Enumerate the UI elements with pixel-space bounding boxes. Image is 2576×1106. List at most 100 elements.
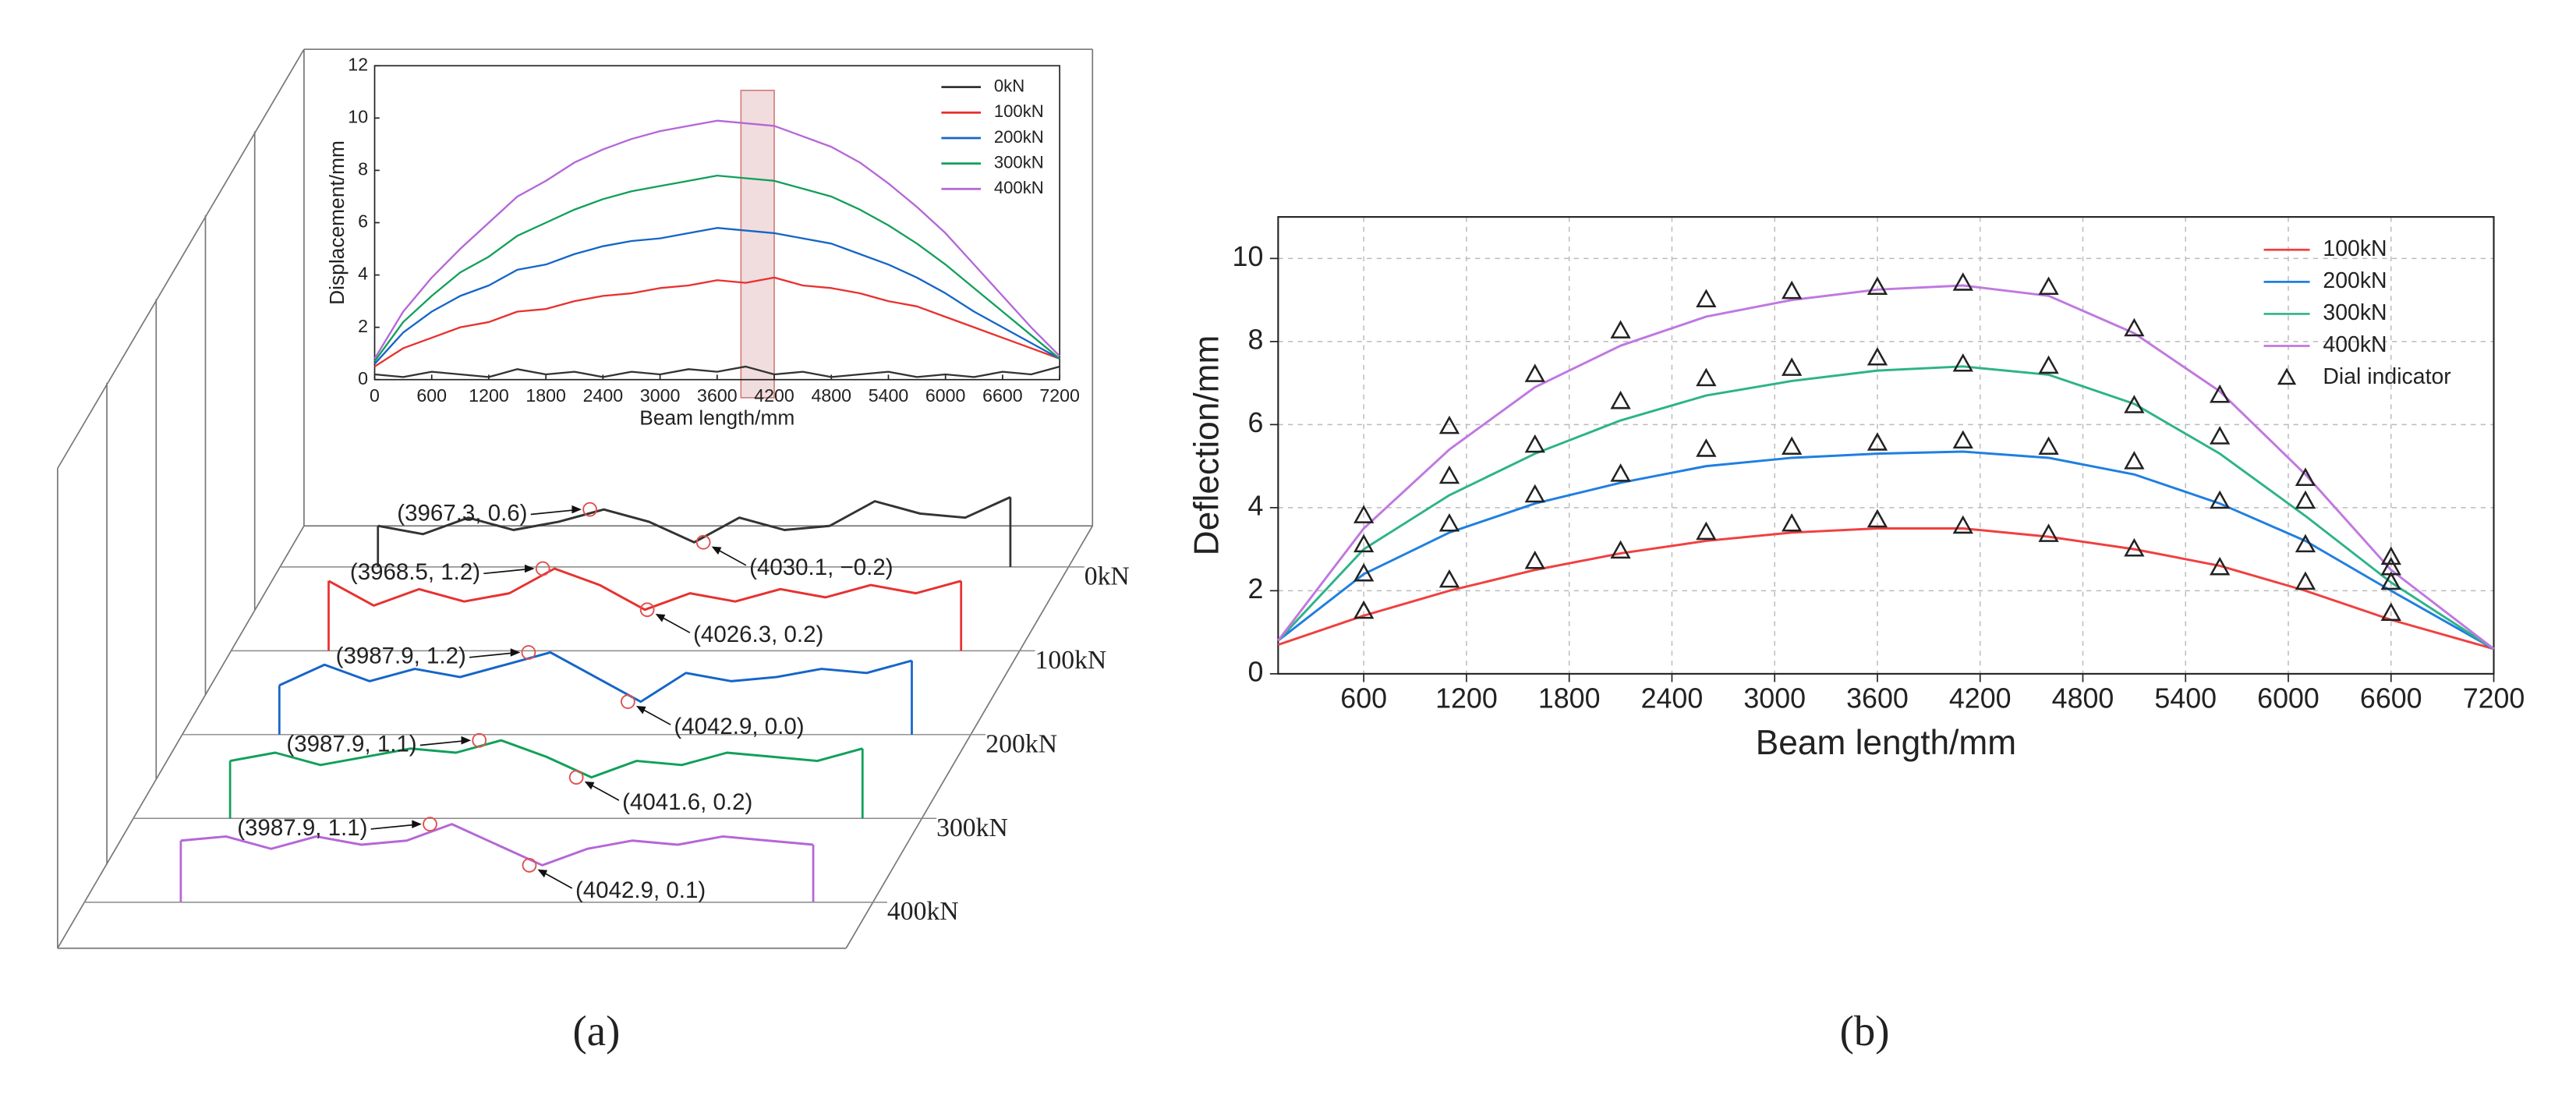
legend-label: Dial indicator <box>2323 364 2450 389</box>
dial-marker <box>2380 602 2401 622</box>
legend-label: 400kN <box>2323 332 2387 357</box>
dial-marker <box>1952 430 1973 449</box>
y-tick-label: 0 <box>358 368 368 388</box>
dial-marker <box>1610 463 1631 482</box>
y-tick-label: 10 <box>1233 241 1264 272</box>
x-tick-label: 6600 <box>2360 682 2422 714</box>
y-axis-label: Displacement/mm <box>325 140 349 305</box>
layer-label: 200kN <box>985 729 1057 758</box>
dial-marker <box>2038 436 2059 456</box>
dial-marker <box>2038 523 2059 542</box>
y-tick-label: 6 <box>1247 407 1263 438</box>
spacer <box>0 0 2 2</box>
y-tick-label: 10 <box>348 106 368 126</box>
series-line <box>373 227 1060 365</box>
arrow-head <box>584 781 595 790</box>
legend-label: 200kN <box>994 127 1044 147</box>
annotation-label: (3987.9, 1.1) <box>286 731 416 757</box>
x-axis-label: Beam length/mm <box>639 406 794 430</box>
dial-marker <box>2380 571 2401 590</box>
zoom-window <box>740 90 775 399</box>
dial-marker <box>1353 505 1375 523</box>
x-tick-label: 3000 <box>640 385 681 406</box>
series-line <box>373 174 1060 362</box>
annotation-point <box>621 694 635 710</box>
arrow-head <box>510 648 521 657</box>
layer-label: 300kN <box>936 814 1008 842</box>
x-tick-label: 7200 <box>1039 385 1080 406</box>
x-tick-label: 4200 <box>754 385 794 406</box>
caption: (a) <box>573 1007 621 1055</box>
x-tick-label: 6600 <box>982 385 1023 406</box>
dial-marker <box>1438 512 1460 532</box>
x-tick-label: 4200 <box>1949 682 2012 714</box>
annotation-point <box>568 770 584 785</box>
x-tick-label: 5400 <box>2154 682 2217 714</box>
legend-label: 100kN <box>2323 236 2387 261</box>
dial-marker <box>1696 521 1717 541</box>
annotation-point <box>472 732 487 748</box>
dial-marker <box>2124 317 2145 337</box>
y-tick-label: 2 <box>1247 573 1263 604</box>
dial-marker <box>2124 537 2145 557</box>
profile-line <box>229 739 863 779</box>
profile-line <box>180 823 814 867</box>
dial-marker <box>1867 276 1888 296</box>
dial-marker <box>1781 357 1803 376</box>
dial-marker <box>1353 600 1375 619</box>
dial-marker <box>1610 320 1631 339</box>
waterfall-frame <box>57 48 1094 949</box>
legend-label: 400kN <box>994 178 1044 197</box>
dial-marker <box>1610 540 1631 559</box>
y-tick-label: 12 <box>348 54 368 74</box>
dial-marker <box>2124 451 2145 470</box>
annotation-label: (3967.3, 0.6) <box>397 500 527 526</box>
series-line <box>374 365 1060 378</box>
dial-marker <box>1952 272 1973 291</box>
profile-line <box>278 650 912 704</box>
x-tick-label: 1200 <box>469 385 509 406</box>
x-tick-label: 3000 <box>1743 682 1806 714</box>
y-tick-label: 4 <box>358 264 368 284</box>
y-tick-label: 8 <box>358 159 368 179</box>
annotation-point <box>535 561 550 576</box>
x-tick-label: 3600 <box>1846 682 1909 714</box>
dial-marker <box>1696 367 1717 387</box>
dial-marker <box>1867 509 1888 528</box>
x-tick-label: 1800 <box>525 385 566 406</box>
dial-marker <box>1524 550 1545 569</box>
legend-label: 300kN <box>994 152 1044 172</box>
arrow-head <box>524 564 535 573</box>
plot-frame <box>1277 216 2495 675</box>
dial-marker <box>2295 490 2316 509</box>
layer-label: 400kN <box>887 897 959 926</box>
series-line <box>1277 450 2495 650</box>
annotation-label: (4042.9, 0.0) <box>674 714 804 739</box>
y-tick-label: 6 <box>358 211 368 232</box>
y-tick-label: 4 <box>1247 490 1263 521</box>
series-line <box>1277 527 2494 650</box>
dial-marker <box>1781 436 1803 456</box>
series-line <box>1277 365 2495 650</box>
annotation-point <box>582 502 597 517</box>
arrow-head <box>412 820 422 828</box>
x-tick-label: 2400 <box>1641 682 1704 714</box>
dial-marker <box>2038 276 2059 296</box>
x-tick-label: 6000 <box>2257 682 2319 714</box>
annotation-label: (4042.9, 0.1) <box>575 877 706 903</box>
dial-marker <box>2380 546 2401 565</box>
arrow-head <box>635 705 646 714</box>
dial-marker <box>1781 280 1803 300</box>
legend-label: 100kN <box>994 101 1044 121</box>
x-tick-label: 1800 <box>1538 682 1601 714</box>
legend-marker <box>2277 367 2297 385</box>
x-tick-label: 0 <box>370 385 380 406</box>
plot-frame <box>373 65 1060 381</box>
annotation-point <box>639 602 655 618</box>
annotation-label: (3968.5, 1.2) <box>350 559 480 585</box>
annotation-label: (4041.6, 0.2) <box>622 789 752 815</box>
legend-label: 0kN <box>994 76 1024 96</box>
arrow-head <box>655 613 666 622</box>
layer-label: 100kN <box>1035 646 1107 675</box>
